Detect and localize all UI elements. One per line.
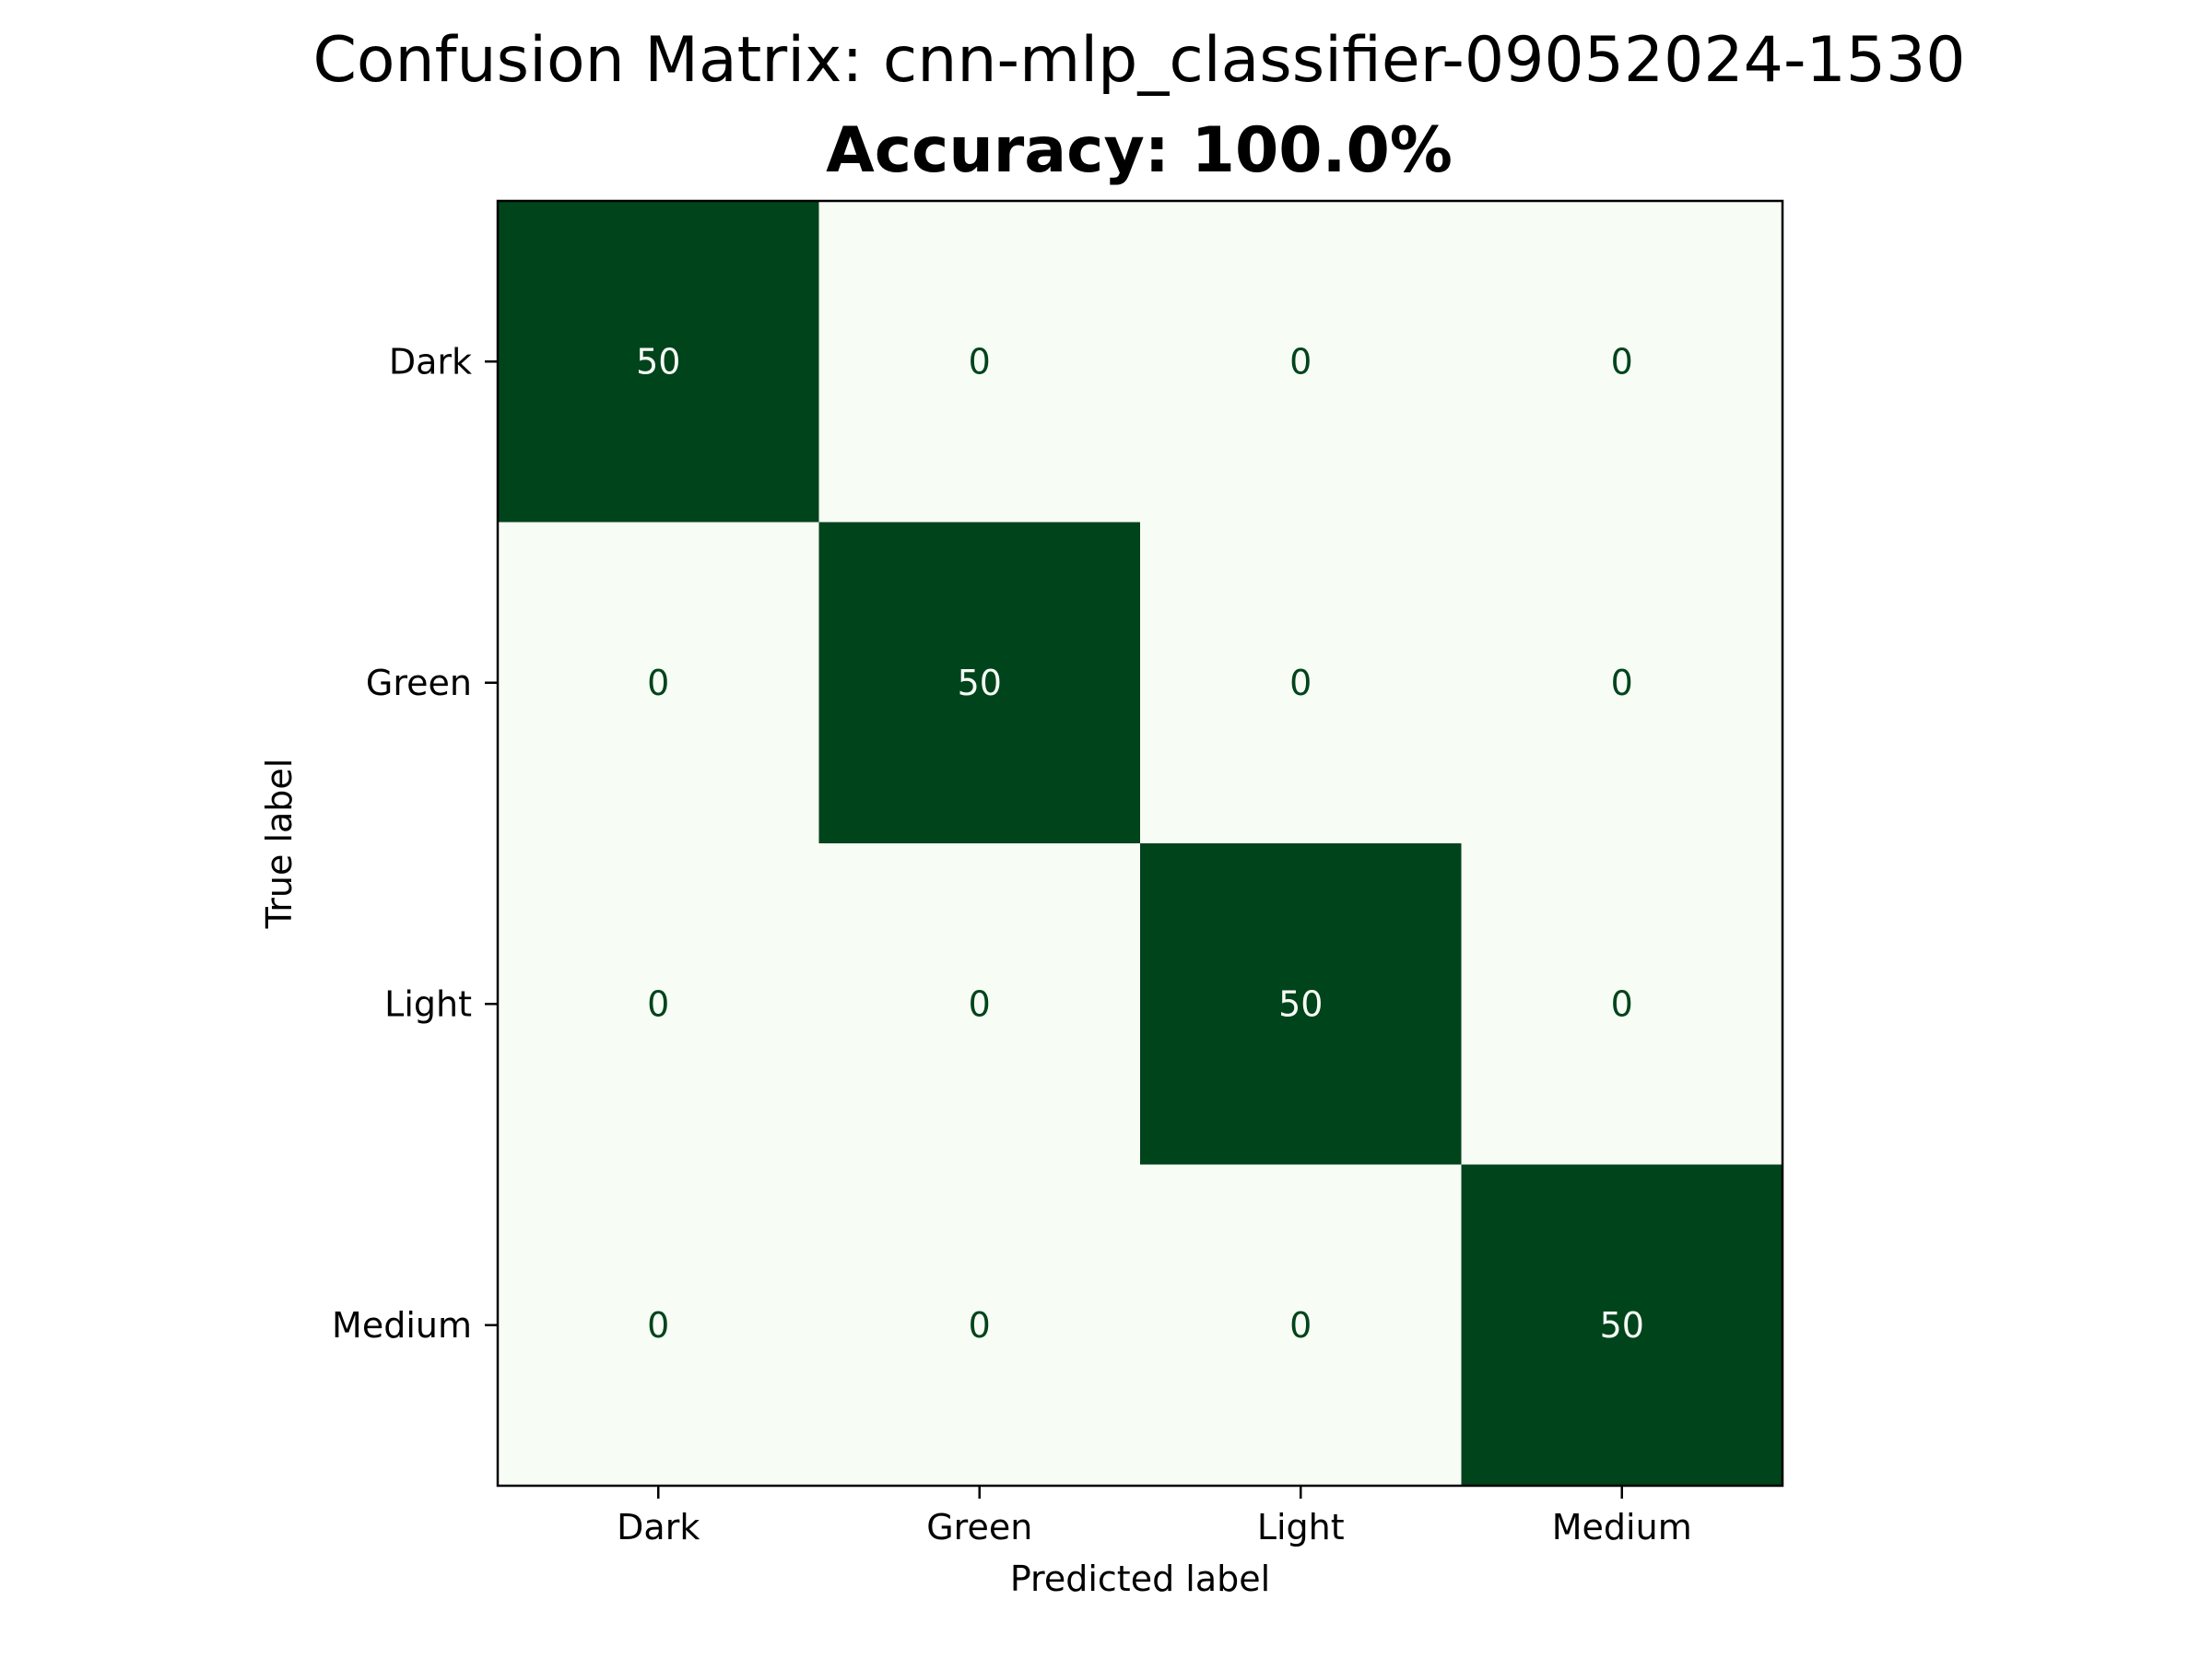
y-tick-label: Green bbox=[366, 663, 472, 703]
heatmap-cell bbox=[818, 1164, 1141, 1487]
cell-value-label: 50 bbox=[1600, 1305, 1644, 1346]
cell-value-label: 0 bbox=[1611, 341, 1633, 382]
x-tick-label: Medium bbox=[1552, 1507, 1692, 1547]
x-tick-label: Dark bbox=[617, 1507, 700, 1547]
x-tick-label: Light bbox=[1257, 1507, 1345, 1547]
x-axis-ticks: Dark Green Light Medium bbox=[617, 1486, 1692, 1547]
y-axis-label: True label bbox=[259, 759, 300, 930]
cell-value-label: 50 bbox=[1278, 983, 1323, 1024]
cell-value-label: 0 bbox=[1611, 663, 1633, 703]
chart-subtitle: Accuracy: 100.0% bbox=[826, 114, 1453, 187]
cell-value-label: 50 bbox=[636, 341, 680, 382]
x-axis-label: Predicted label bbox=[1010, 1559, 1270, 1599]
heatmap-cell bbox=[1461, 522, 1783, 844]
heatmap-cell bbox=[818, 843, 1141, 1165]
cell-value-label: 0 bbox=[1611, 983, 1633, 1024]
cell-value-label: 0 bbox=[1289, 1305, 1312, 1346]
heatmap-cell-labels: 50 0 0 0 0 50 0 0 0 0 50 0 0 0 0 50 bbox=[636, 341, 1644, 1346]
heatmap-cell bbox=[1461, 1164, 1783, 1487]
cell-value-label: 0 bbox=[969, 1305, 991, 1346]
cell-value-label: 0 bbox=[647, 663, 669, 703]
heatmap-cell bbox=[498, 522, 819, 844]
heatmap-cell bbox=[498, 1164, 819, 1487]
heatmap-cell bbox=[498, 843, 819, 1165]
cell-value-label: 0 bbox=[1289, 341, 1312, 382]
y-tick-label: Medium bbox=[332, 1305, 472, 1346]
chart-title: Confusion Matrix: cnn-mlp_classifier-090… bbox=[312, 24, 1965, 97]
heatmap-cell bbox=[1461, 201, 1783, 523]
cell-value-label: 0 bbox=[647, 1305, 669, 1346]
heatmap-cell bbox=[1140, 1164, 1462, 1487]
heatmap-cell bbox=[818, 201, 1141, 523]
y-tick-label: Dark bbox=[389, 341, 472, 382]
heatmap-cell bbox=[1461, 843, 1783, 1165]
heatmap-cell bbox=[498, 201, 819, 523]
heatmap-cell bbox=[818, 522, 1141, 844]
cell-value-label: 50 bbox=[958, 663, 1002, 703]
cell-value-label: 0 bbox=[647, 983, 669, 1024]
heatmap-cell bbox=[1140, 843, 1462, 1165]
cell-value-label: 0 bbox=[969, 341, 991, 382]
heatmap-cells bbox=[498, 201, 1783, 1487]
heatmap-cell bbox=[1140, 201, 1462, 523]
y-tick-label: Light bbox=[384, 983, 472, 1024]
plot-frame bbox=[496, 199, 1784, 1488]
x-tick-label: Green bbox=[926, 1507, 1032, 1547]
y-axis-ticks: Dark Green Light Medium bbox=[332, 341, 498, 1346]
cell-value-label: 0 bbox=[969, 983, 991, 1024]
heatmap-cell bbox=[1140, 522, 1462, 844]
cell-value-label: 0 bbox=[1289, 663, 1312, 703]
